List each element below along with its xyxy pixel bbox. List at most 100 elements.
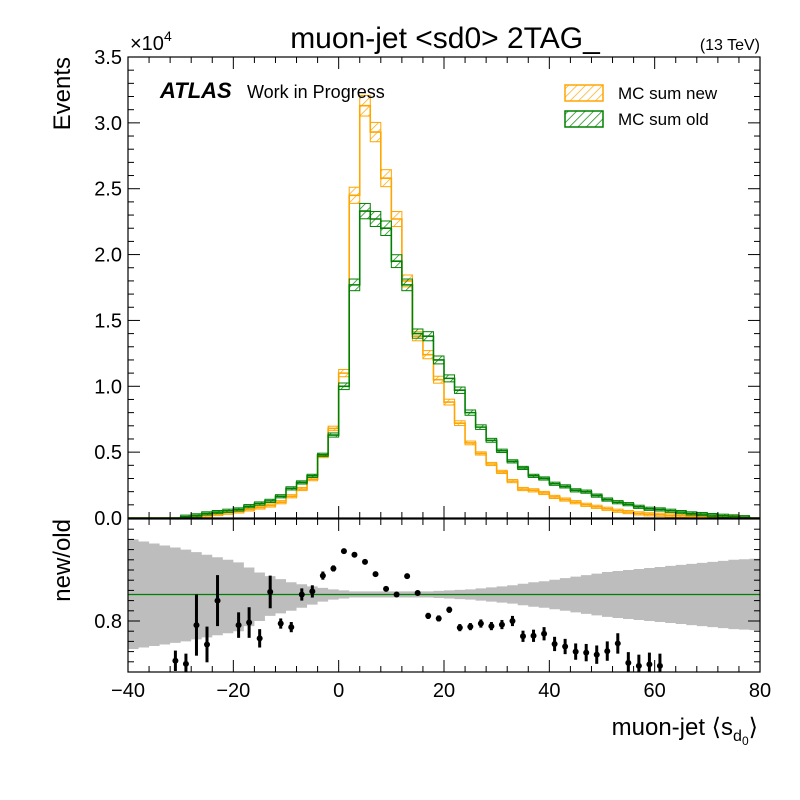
y-tick-label: 3.5 [94,47,122,69]
y-tick-label: 1.5 [94,310,122,332]
y-axis-label-events: Events [49,57,76,130]
ratio-marker [593,651,600,658]
ratio-marker [572,648,579,655]
y-tick-label: 1.0 [94,376,122,398]
ratio-point [393,591,400,598]
ratio-marker [267,588,274,595]
ratio-marker [372,571,379,578]
ratio-point [477,619,484,628]
y-exponent-label: ×104 [130,28,172,55]
x-tick-label: 60 [644,680,666,702]
atlas-label: ATLAS [159,78,232,103]
ratio-point [340,548,347,555]
x-tick-label: 80 [749,680,771,702]
histogram-line [128,210,760,518]
chart-title: muon-jet <sd0> 2TAG_ [290,22,601,55]
ratio-point [298,588,305,601]
ratio-point [456,624,463,632]
main-panel: 0.0 0.5 1.0 1.5 2.0 2.5 3.0 3.5 Events ATLAS Wo… [49,47,761,530]
legend: MC sum new MC sum old [564,84,718,129]
ratio-marker [541,630,548,637]
series-new [128,94,760,518]
ratio-point [309,585,316,598]
ratio-point [520,630,526,642]
ratio-marker [256,635,263,642]
ratio-point [593,645,600,664]
ratio-marker [604,648,611,655]
y-tick-label: 0.0 [94,508,122,530]
ratio-marker [277,620,284,627]
main-axis-ticks: 0.0 0.5 1.0 1.5 2.0 2.5 3.0 3.5 [94,47,761,530]
ratio-panel: 0.8 −40 −20 0 20 40 60 80 new/old [49,518,771,702]
ratio-point [372,571,379,578]
ratio-point [214,575,221,627]
ratio-marker [182,660,189,667]
ratio-marker [330,565,337,572]
ratio-marker [404,573,411,580]
ratio-point [446,606,453,613]
histogram-line [128,104,760,518]
y-exponent-power: 4 [164,28,172,44]
ratio-marker [172,657,179,664]
ratio-point [277,618,284,629]
y-tick-label: 2.5 [94,179,122,201]
y-tick-label: 3.0 [94,113,122,135]
ratio-marker [351,551,358,558]
ratio-marker [214,597,221,604]
ratio-marker [551,640,558,647]
ratio-point [656,653,663,672]
ratio-content [128,539,760,672]
ratio-marker [340,548,347,555]
ratio-point [235,612,242,638]
ratio-marker [456,624,463,631]
legend-swatch-new [564,84,604,102]
ratio-marker [383,585,390,592]
ratio-point [204,626,210,663]
ratio-point [256,629,263,648]
ratio-point [435,615,442,622]
ratio-marker [319,572,326,579]
ratio-marker [446,606,453,613]
ratio-point [562,638,569,655]
ratio-point [614,633,621,654]
x-tick-label: −40 [111,680,145,702]
x-tick-label: −20 [216,680,250,702]
ratio-marker [530,632,537,639]
y-exponent-base: ×10 [130,33,164,55]
ratio-marker [498,621,505,628]
ratio-point [414,589,421,596]
x-tick-label: 0 [333,680,344,702]
ratio-marker [488,623,495,630]
ratio-marker [520,633,526,640]
ratio-point [425,612,432,619]
ratio-point [172,650,179,671]
ratio-marker [509,618,516,624]
ratio-marker [562,643,569,650]
ratio-point [509,615,516,627]
y-axis-label-ratio: new/old [49,519,76,602]
ratio-point [488,622,495,631]
y-tick-label: 0.5 [94,442,122,464]
ratio-point [182,653,189,672]
ratio-marker [625,659,632,666]
ratio-point [319,571,326,580]
ratio-point [625,652,632,672]
ratio-point [467,623,474,631]
ratio-point [330,565,337,572]
ratio-marker [309,588,316,595]
ratio-marker [193,622,200,629]
ratio-point [404,573,411,580]
ratio-point [362,558,368,565]
ratio-point [635,654,642,672]
ratio-marker [646,661,653,668]
x-tick-label: 20 [433,680,455,702]
ratio-point [288,622,295,633]
ratio-marker [467,623,474,630]
ratio-marker [414,589,421,596]
y-tick-label: 2.0 [94,245,122,267]
main-histograms [128,94,760,518]
ratio-point [572,643,579,660]
ratio-marker [204,641,210,648]
ratio-marker [583,649,590,656]
